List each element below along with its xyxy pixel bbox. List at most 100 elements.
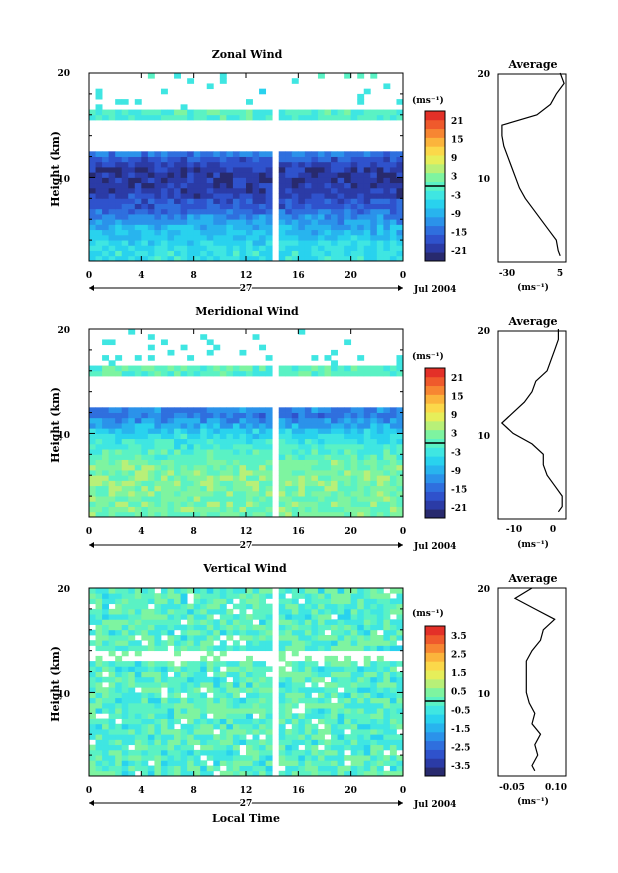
heatmap-cell [160,661,168,667]
heatmap-cell [115,470,123,476]
heatmap-cell [180,224,188,231]
heatmap-cell [317,588,325,594]
heatmap-cell [285,240,293,246]
heatmap-cell [344,167,352,173]
heatmap-cell [298,412,306,419]
heatmap-cell [226,629,234,636]
heatmap-cell [134,355,142,361]
heatmap-cell [180,511,188,518]
meridional-colorbar-unit: (ms⁻¹) [412,351,444,362]
heatmap-cell [95,619,103,625]
heatmap-cell [160,219,168,225]
heatmap-cell [232,470,240,476]
heatmap-cell [154,443,162,450]
heatmap-cell [265,480,273,487]
heatmap-cell [304,744,312,751]
heatmap-cell [108,485,116,492]
heatmap-cell [278,172,286,178]
heatmap-cell [187,697,195,704]
heatmap-cell [389,511,397,518]
heatmap-cell [226,708,234,714]
heatmap-cell [115,438,123,445]
heatmap-cell [389,109,397,116]
heatmap-cell [350,172,358,178]
heatmap-cell [370,224,378,231]
heatmap-cell [350,219,358,225]
heatmap-cell [141,485,149,492]
heatmap-cell [200,729,208,735]
heatmap-cell [193,464,201,471]
heatmap-cell [298,234,306,241]
heatmap-cell [278,240,286,246]
heatmap-cell [174,428,181,434]
heatmap-cell [265,760,273,766]
x-tick-label: 12 [240,271,253,281]
heatmap-cell [174,208,181,215]
heatmap-cell [160,713,168,719]
heatmap-cell [89,365,96,372]
heatmap-cell [232,755,240,761]
heatmap-cell [239,511,247,518]
heatmap-cell [174,645,181,652]
heatmap-cell [298,219,306,225]
heatmap-cell [206,240,214,246]
heatmap-cell [226,671,234,678]
heatmap-cell [239,182,247,189]
heatmap-cell [350,511,358,518]
heatmap-cell [167,470,175,476]
heatmap-cell [246,640,253,646]
heatmap-cell [121,666,129,672]
heatmap-cell [331,661,338,667]
heatmap-cell [331,496,338,502]
heatmap-cell [121,650,129,657]
heatmap-cell [95,645,103,652]
heatmap-cell [350,234,358,241]
heatmap-cell [147,511,155,518]
heatmap-cell [331,470,338,476]
heatmap-cell [246,687,253,693]
heatmap-cell [265,749,273,756]
heatmap-cell [219,470,227,476]
heatmap-cell [389,470,397,476]
heatmap-cell [160,182,168,189]
heatmap-cell [226,177,234,184]
heatmap-cell [344,687,352,693]
heatmap-cell [324,370,332,377]
heatmap-cell [141,109,149,116]
heatmap-cell [304,635,312,641]
heatmap-cell [259,203,267,210]
heatmap-cell [278,687,286,693]
heatmap-cell [246,661,253,667]
heatmap-cell [206,114,214,121]
heatmap-cell [357,172,365,178]
heatmap-cell [298,433,306,440]
heatmap-cell [219,109,227,116]
heatmap-cell [324,501,332,507]
heatmap-cell [180,729,188,735]
heatmap-cell [291,501,299,507]
heatmap-cell [389,624,397,631]
heatmap-cell [396,475,404,481]
heatmap-cell [285,624,293,631]
heatmap-cell [389,198,397,204]
heatmap-cell [278,464,286,471]
heatmap-cell [265,496,273,502]
heatmap-cell [187,464,195,471]
heatmap-cell [134,365,142,372]
heatmap-cell [331,734,338,740]
heatmap-cell [174,219,181,225]
heatmap-cell [291,203,299,210]
heatmap-cell [259,454,267,460]
x-tick-label: 8 [191,527,197,537]
heatmap-cell [357,511,365,518]
heatmap-cell [95,177,103,184]
heatmap-cell [265,770,273,777]
heatmap-cell [160,187,168,194]
heatmap-cell [174,765,181,772]
heatmap-cell [193,645,201,652]
heatmap-cell [154,454,162,460]
meridional-wind-x-ticks: 0 4 8 12 16 20 0 [86,328,406,548]
heatmap-cell [95,161,103,168]
heatmap-cell [357,490,365,497]
heatmap-cell [167,475,175,481]
